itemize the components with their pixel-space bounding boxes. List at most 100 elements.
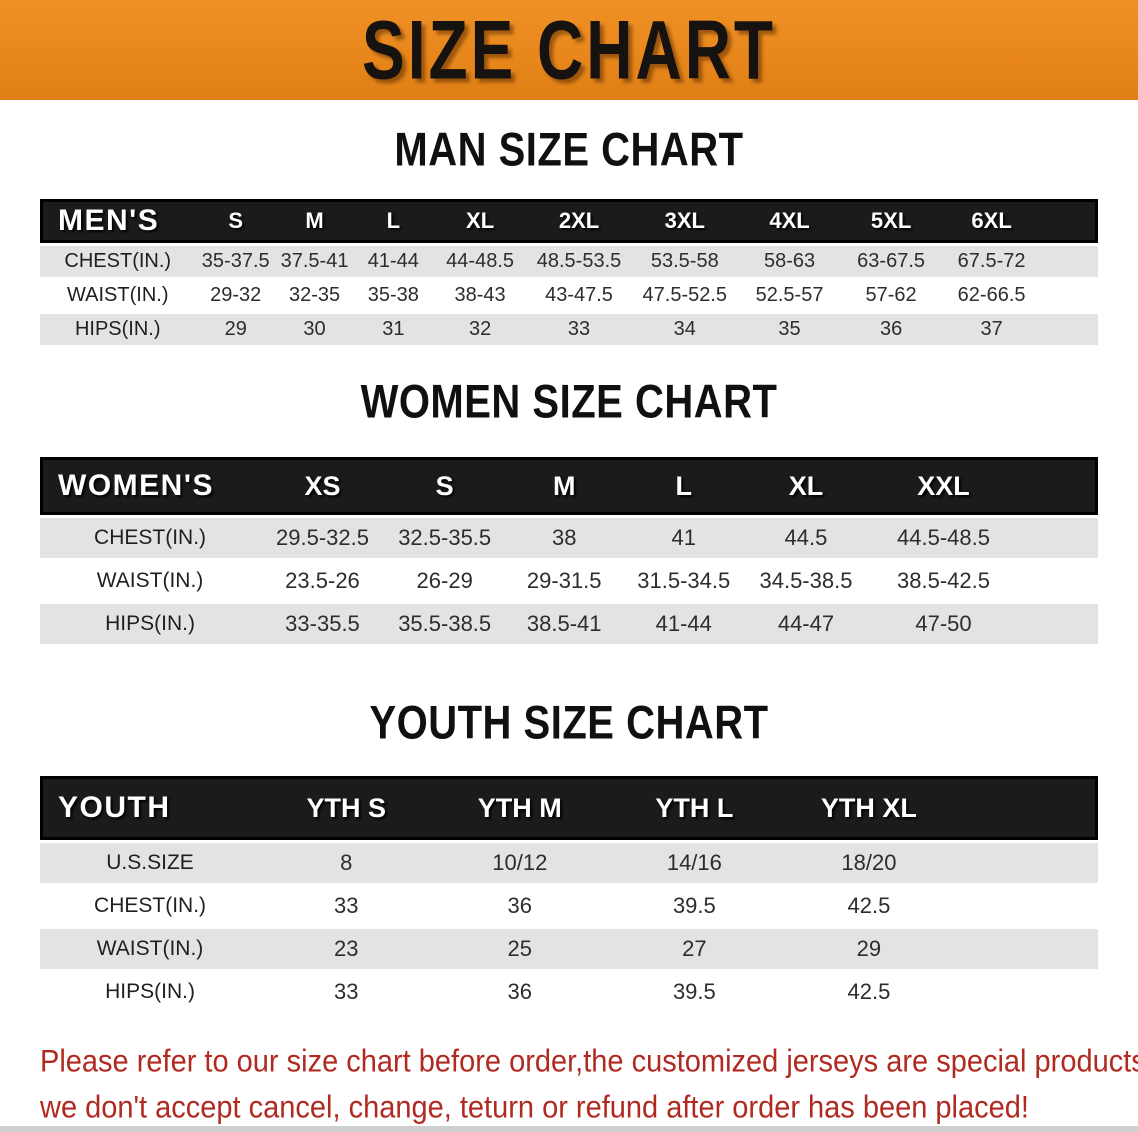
table-title: MEN'S: [40, 199, 196, 243]
measurement-value: 44.5-48.5: [868, 518, 1019, 558]
measurement-value: 33: [526, 314, 632, 345]
size-column-header: 2XL: [526, 199, 632, 243]
measurement-value: 39.5: [607, 886, 782, 926]
spacer-cell: [956, 776, 1098, 840]
table-title: WOMEN'S: [40, 457, 261, 515]
spacer-cell: [1018, 604, 1098, 644]
measurement-value: 29-32: [195, 280, 276, 311]
measurement-value: 38-43: [433, 280, 527, 311]
table-row: HIPS(IN.) 29 30 31 32 33 34 35 36 37: [40, 314, 1098, 345]
measurement-value: 10/12: [432, 843, 608, 883]
measurement-value: 38.5-41: [504, 604, 624, 644]
size-column-header: 6XL: [941, 199, 1042, 243]
size-column-header: YTH L: [607, 776, 782, 840]
women-section: WOMEN SIZE CHART WOMEN'S XS S M L XL XXL CHEST(…: [0, 376, 1138, 647]
measurement-value: 35: [738, 314, 841, 345]
men-section: MAN SIZE CHART MEN'S S M L XL 2XL 3XL 4XL 5XL 6XL…: [0, 124, 1138, 348]
spacer-cell: [1041, 314, 1098, 345]
table-title: YOUTH: [40, 776, 261, 840]
measurement-value: 32.5-35.5: [384, 518, 505, 558]
table-header-row: MEN'S S M L XL 2XL 3XL 4XL 5XL 6XL: [40, 199, 1098, 243]
table-row: HIPS(IN.) 33-35.5 35.5-38.5 38.5-41 41-44 44-…: [40, 604, 1098, 644]
measurement-row-label: WAIST(IN.): [40, 561, 261, 601]
measurement-row-label: U.S.SIZE: [40, 843, 261, 883]
size-column-header: YTH S: [260, 776, 433, 840]
measurement-value: 32: [433, 314, 527, 345]
table-row: HIPS(IN.) 33 36 39.5 42.5: [40, 972, 1098, 1012]
notice-line-1: Please refer to our size chart before or…: [40, 1044, 1138, 1080]
measurement-value: 42.5: [781, 886, 957, 926]
measurement-value: 44.5: [743, 518, 869, 558]
size-column-header: S: [195, 199, 276, 243]
measurement-value: 63-67.5: [840, 246, 942, 277]
measurement-value: 62-66.5: [941, 280, 1042, 311]
youth-section-heading: YOUTH SIZE CHART: [0, 697, 1138, 749]
spacer-cell: [1041, 199, 1098, 243]
notice-line-2: we don't accept cancel, change, teturn o…: [40, 1090, 1029, 1126]
measurement-value: 36: [840, 314, 942, 345]
size-column-header: XXL: [868, 457, 1019, 515]
women-section-heading: WOMEN SIZE CHART: [0, 376, 1138, 428]
measurement-row-label: HIPS(IN.): [40, 604, 261, 644]
measurement-value: 37: [941, 314, 1042, 345]
size-column-header: S: [384, 457, 505, 515]
measurement-value: 36: [432, 886, 608, 926]
banner: SIZE CHART: [0, 0, 1138, 100]
measurement-value: 27: [607, 929, 782, 969]
measurement-value: 44-48.5: [433, 246, 527, 277]
measurement-row-label: CHEST(IN.): [40, 518, 261, 558]
men-section-heading-text: MAN SIZE CHART: [394, 124, 744, 176]
measurement-value: 47-50: [868, 604, 1019, 644]
footer-notice: Please refer to our size chart before or…: [0, 1039, 1138, 1131]
size-column-header: L: [353, 199, 434, 243]
table-row: WAIST(IN.) 29-32 32-35 35-38 38-43 43-47.5 47.…: [40, 280, 1098, 311]
measurement-value: 67.5-72: [941, 246, 1042, 277]
measurement-value: 26-29: [384, 561, 505, 601]
measurement-value: 34.5-38.5: [743, 561, 869, 601]
measurement-value: 37.5-41: [275, 246, 354, 277]
measurement-value: 58-63: [738, 246, 841, 277]
measurement-value: 18/20: [781, 843, 957, 883]
spacer-cell: [956, 886, 1098, 926]
measurement-row-label: CHEST(IN.): [40, 886, 261, 926]
table-row: WAIST(IN.) 23.5-26 26-29 29-31.5 31.5-34.5 34…: [40, 561, 1098, 601]
size-column-header: XL: [743, 457, 869, 515]
table-row: U.S.SIZE 8 10/12 14/16 18/20: [40, 843, 1098, 883]
youth-section-heading-text: YOUTH SIZE CHART: [369, 697, 769, 749]
table-header-row: YOUTH YTH S YTH M YTH L YTH XL: [40, 776, 1098, 840]
spacer-cell: [1041, 246, 1098, 277]
size-column-header: 5XL: [840, 199, 942, 243]
measurement-value: 53.5-58: [631, 246, 739, 277]
women-size-table: WOMEN'S XS S M L XL XXL CHEST(IN.) 29.5-32.5 32.5…: [40, 454, 1098, 647]
measurement-value: 43-47.5: [526, 280, 632, 311]
measurement-value: 29: [781, 929, 957, 969]
size-column-header: L: [624, 457, 744, 515]
men-section-heading: MAN SIZE CHART: [0, 124, 1138, 176]
measurement-value: 34: [631, 314, 739, 345]
spacer-cell: [956, 972, 1098, 1012]
measurement-value: 29-31.5: [504, 561, 624, 601]
measurement-row-label: CHEST(IN.): [40, 246, 196, 277]
measurement-value: 48.5-53.5: [526, 246, 632, 277]
women-section-heading-text: WOMEN SIZE CHART: [360, 376, 778, 428]
measurement-value: 47.5-52.5: [631, 280, 739, 311]
spacer-cell: [1041, 280, 1098, 311]
size-column-header: YTH M: [432, 776, 608, 840]
size-column-header: XL: [433, 199, 527, 243]
measurement-value: 14/16: [607, 843, 782, 883]
measurement-row-label: WAIST(IN.): [40, 929, 261, 969]
measurement-value: 31: [353, 314, 434, 345]
size-column-header: M: [504, 457, 624, 515]
youth-section: YOUTH SIZE CHART YOUTH YTH S YTH M YTH L YTH…: [0, 697, 1138, 1015]
measurement-value: 33: [260, 972, 433, 1012]
youth-size-table: YOUTH YTH S YTH M YTH L YTH XL U.S.SIZE 8 10/12…: [40, 773, 1098, 1015]
measurement-value: 33: [260, 886, 433, 926]
measurement-value: 44-47: [743, 604, 869, 644]
measurement-value: 38.5-42.5: [868, 561, 1019, 601]
spacer-cell: [1018, 518, 1098, 558]
measurement-value: 23: [260, 929, 433, 969]
spacer-cell: [1018, 561, 1098, 601]
size-column-header: 4XL: [738, 199, 841, 243]
measurement-value: 29.5-32.5: [260, 518, 385, 558]
